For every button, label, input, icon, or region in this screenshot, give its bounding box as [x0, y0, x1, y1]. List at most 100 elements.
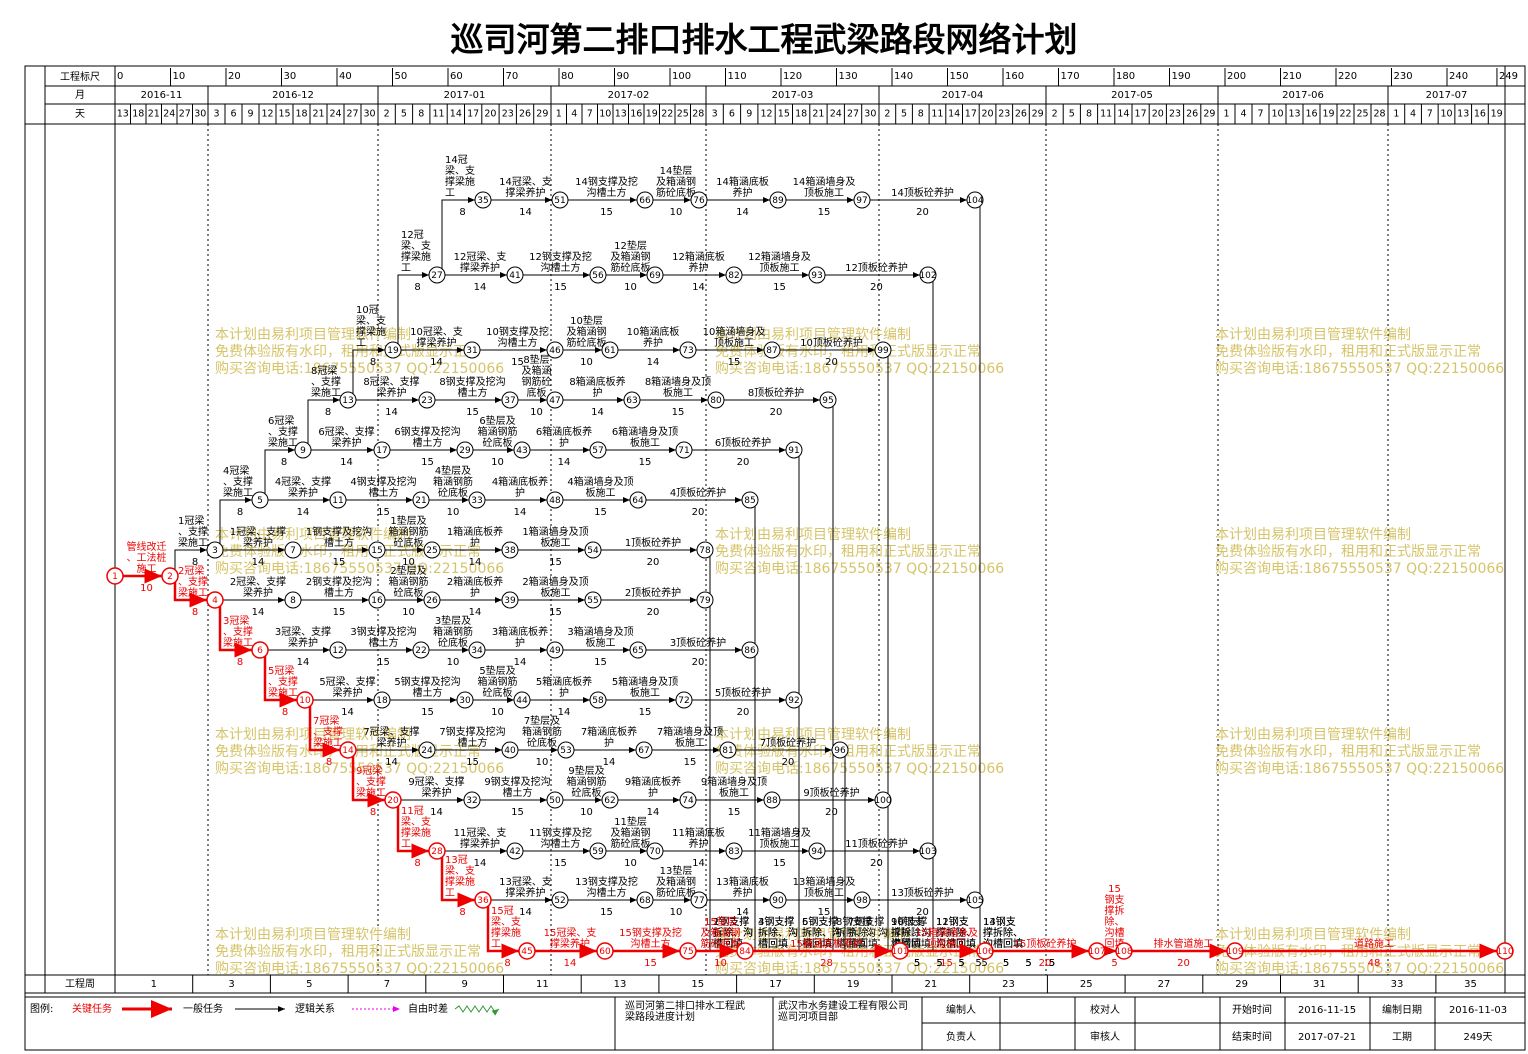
node — [1115, 942, 1133, 960]
task-duration: 14 — [430, 807, 443, 818]
task-label: 15顶板砼养护 — [1014, 937, 1077, 950]
node — [725, 842, 743, 860]
node — [831, 741, 849, 759]
day-label: 19 — [1491, 109, 1503, 120]
node-label: 26 — [426, 596, 438, 606]
node-label: 78 — [699, 546, 711, 556]
task-duration: 20 — [916, 907, 929, 918]
node-label: 49 — [549, 646, 561, 656]
node-label: 60 — [599, 947, 611, 957]
task-duration: 14 — [341, 707, 354, 718]
task-arrow — [174, 547, 207, 570]
day-label: 15 — [278, 109, 290, 120]
watermark: 本计划由易利项目管理软件编制 — [715, 727, 911, 743]
node — [468, 491, 486, 509]
month-label: 2017-01 — [444, 90, 486, 101]
task-duration: 14 — [474, 858, 487, 869]
task-label: 2顶板砼养护 — [625, 586, 681, 599]
task-duration: 10 — [491, 457, 504, 468]
task-label: 5顶板砼养护 — [715, 686, 771, 699]
task-duration: 15 — [684, 757, 697, 768]
node — [1088, 942, 1106, 960]
day-label: 1 — [1223, 109, 1229, 120]
node — [501, 591, 519, 609]
day-label: 21 — [312, 109, 324, 120]
node-label: 33 — [471, 496, 482, 506]
week-label: 25 — [1080, 979, 1093, 990]
task-label: 11箱涵墙身及顶板施工 — [748, 826, 811, 850]
task-duration: 10 — [530, 407, 543, 418]
task-label: 7箱涵底板养护 — [581, 725, 637, 749]
day-label: 22 — [1339, 109, 1351, 120]
node-label: 62 — [604, 796, 615, 806]
task-label: 12冠梁、支撑梁养护 — [454, 250, 507, 274]
day-label: 16 — [1305, 109, 1317, 120]
task-label: 6顶板砼养护 — [715, 436, 771, 449]
node — [679, 341, 697, 359]
node-label: 11 — [332, 496, 343, 506]
node-label: 73 — [682, 346, 693, 356]
scale-tick-label: 150 — [950, 71, 969, 82]
node — [690, 191, 708, 209]
scale-tick-label: 140 — [894, 71, 913, 82]
node — [629, 641, 647, 659]
node — [874, 791, 892, 809]
node-label: 35 — [477, 196, 488, 206]
day-label: 28 — [1373, 109, 1385, 120]
node-label: 4 — [212, 596, 218, 606]
node — [412, 491, 430, 509]
scale-label: 工程标尺 — [60, 71, 100, 83]
day-label: 11 — [931, 109, 943, 120]
task-duration: 14 — [736, 207, 749, 218]
node — [373, 691, 391, 709]
task-duration: 5 — [936, 958, 942, 969]
watermark: 免费体验版有水印，租用和正式版显示正常 — [1215, 344, 1481, 360]
node-label: 65 — [632, 646, 643, 656]
month-label: 2017-03 — [772, 90, 814, 101]
task-duration: 15 — [549, 557, 562, 568]
task-label: 8箱涵墙身及顶板施工 — [645, 375, 711, 399]
node-label: 7 — [290, 546, 296, 556]
node — [294, 441, 312, 459]
watermark: 购买咨询电话:18675550537 QQ:22150066 — [715, 361, 1004, 377]
day-label: 20 — [982, 109, 994, 120]
task-label: 6冠梁、支撑梁施工 — [268, 414, 298, 449]
end-label: 结束时间 — [1232, 1030, 1272, 1043]
task-label: 3箱涵墙身及顶板施工 — [567, 625, 633, 649]
node — [418, 741, 436, 759]
task-duration: 15 — [818, 907, 831, 918]
node — [675, 691, 693, 709]
day-label: 10 — [1440, 109, 1452, 120]
node-label: 50 — [549, 796, 561, 806]
task-duration: 20 — [647, 607, 660, 618]
node — [696, 541, 714, 559]
task-arrow — [352, 347, 385, 394]
task-duration: 20 — [825, 807, 838, 818]
task-duration: 8 — [192, 607, 198, 618]
task-label: 3钢支撑及挖沟槽土方 — [350, 625, 416, 649]
task-duration: 15 — [549, 607, 562, 618]
node-label: 17 — [376, 446, 387, 456]
node-label: 23 — [421, 396, 432, 406]
task-label: 5箱涵墙身及顶板施工 — [612, 675, 678, 699]
task-duration: 15 — [333, 557, 346, 568]
task-label: 7垫层及箱涵钢筋砼底板 — [522, 714, 562, 749]
task-duration: 15 — [333, 607, 346, 618]
day-label: 4 — [1240, 109, 1246, 120]
node-label: 94 — [811, 847, 823, 857]
node-label: 77 — [693, 896, 704, 906]
day-label: 1 — [1393, 109, 1399, 120]
node — [456, 441, 474, 459]
watermark: 本计划由易利项目管理软件编制 — [1215, 527, 1411, 543]
task-duration: 14 — [340, 457, 353, 468]
task-arrow — [307, 397, 340, 444]
task-label: 6冠梁、支撑梁养护 — [318, 425, 374, 449]
task-duration: 15 — [773, 858, 786, 869]
node — [423, 541, 441, 559]
task-label: 12冠梁、支撑梁施工 — [401, 229, 431, 274]
day-label: 18 — [295, 109, 307, 120]
month-label: 2017-02 — [608, 90, 650, 101]
watermark: 购买咨询电话:18675550537 QQ:22150066 — [215, 961, 504, 977]
node — [919, 266, 937, 284]
task-duration: 15 — [511, 357, 524, 368]
